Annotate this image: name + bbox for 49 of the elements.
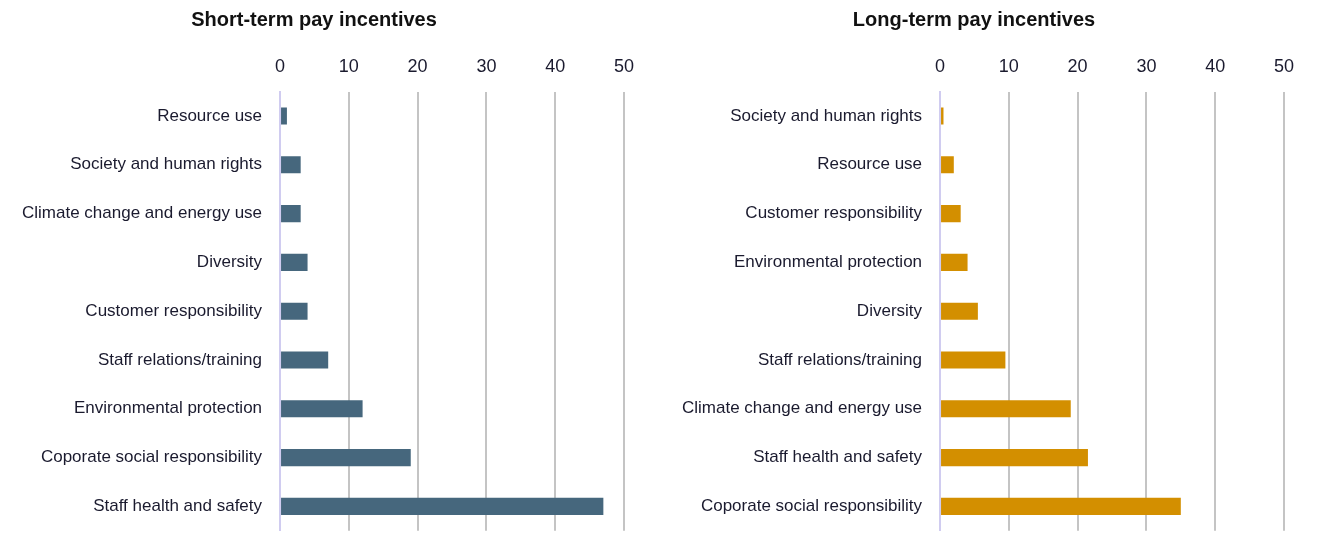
bar xyxy=(941,253,968,271)
y-tick-label: Staff health and safety xyxy=(753,447,923,467)
chart-title: Long-term pay incentives xyxy=(852,7,1096,30)
x-tick-label: 0 xyxy=(275,55,286,76)
y-tick-label: Coporate social responsibility xyxy=(40,447,263,467)
x-tick-label: 10 xyxy=(338,55,359,76)
y-tick-label: Society and human rights xyxy=(70,154,263,174)
y-tick-label: Society and human rights xyxy=(730,105,923,125)
x-tick-label: 50 xyxy=(1273,55,1295,76)
y-tick-label: Diversity xyxy=(196,252,263,272)
bar xyxy=(941,449,1088,467)
y-tick-label: Staff relations/training xyxy=(757,349,923,369)
chart-title: Short-term pay incentives xyxy=(191,7,437,30)
bar xyxy=(281,107,287,125)
y-tick-label: Customer responsibility xyxy=(85,300,263,320)
bar xyxy=(281,351,329,369)
y-tick-label: Climate change and energy use xyxy=(22,203,263,223)
bar xyxy=(281,449,411,467)
bar xyxy=(281,253,308,271)
bar xyxy=(281,205,301,223)
bar xyxy=(281,400,363,418)
y-tick-label: Coporate social responsibility xyxy=(700,496,923,516)
x-tick-label: 0 xyxy=(935,55,946,76)
bar xyxy=(281,302,308,320)
y-tick-label: Staff health and safety xyxy=(93,496,263,516)
x-tick-label: 10 xyxy=(998,55,1019,76)
x-tick-label: 20 xyxy=(1067,55,1088,76)
x-tick-label: 30 xyxy=(476,55,497,76)
bar xyxy=(941,205,961,223)
y-tick-label: Staff relations/training xyxy=(97,349,263,369)
bar xyxy=(941,497,1181,515)
y-tick-label: Climate change and energy use xyxy=(682,398,923,418)
bar xyxy=(281,156,301,174)
x-tick-label: 30 xyxy=(1136,55,1157,76)
x-tick-label: 20 xyxy=(407,55,428,76)
y-tick-label: Resource use xyxy=(157,105,263,125)
y-tick-label: Resource use xyxy=(817,154,923,174)
bar xyxy=(941,400,1071,418)
x-tick-label: 40 xyxy=(1205,55,1226,76)
bar xyxy=(941,302,978,320)
y-tick-label: Diversity xyxy=(856,300,923,320)
y-tick-label: Customer responsibility xyxy=(745,203,923,223)
x-tick-label: 40 xyxy=(545,55,566,76)
bar xyxy=(281,497,604,515)
y-tick-label: Environmental protection xyxy=(74,398,263,418)
y-tick-label: Environmental protection xyxy=(734,252,923,272)
bar xyxy=(941,156,954,174)
x-tick-label: 50 xyxy=(613,55,635,76)
bar xyxy=(941,351,1006,369)
